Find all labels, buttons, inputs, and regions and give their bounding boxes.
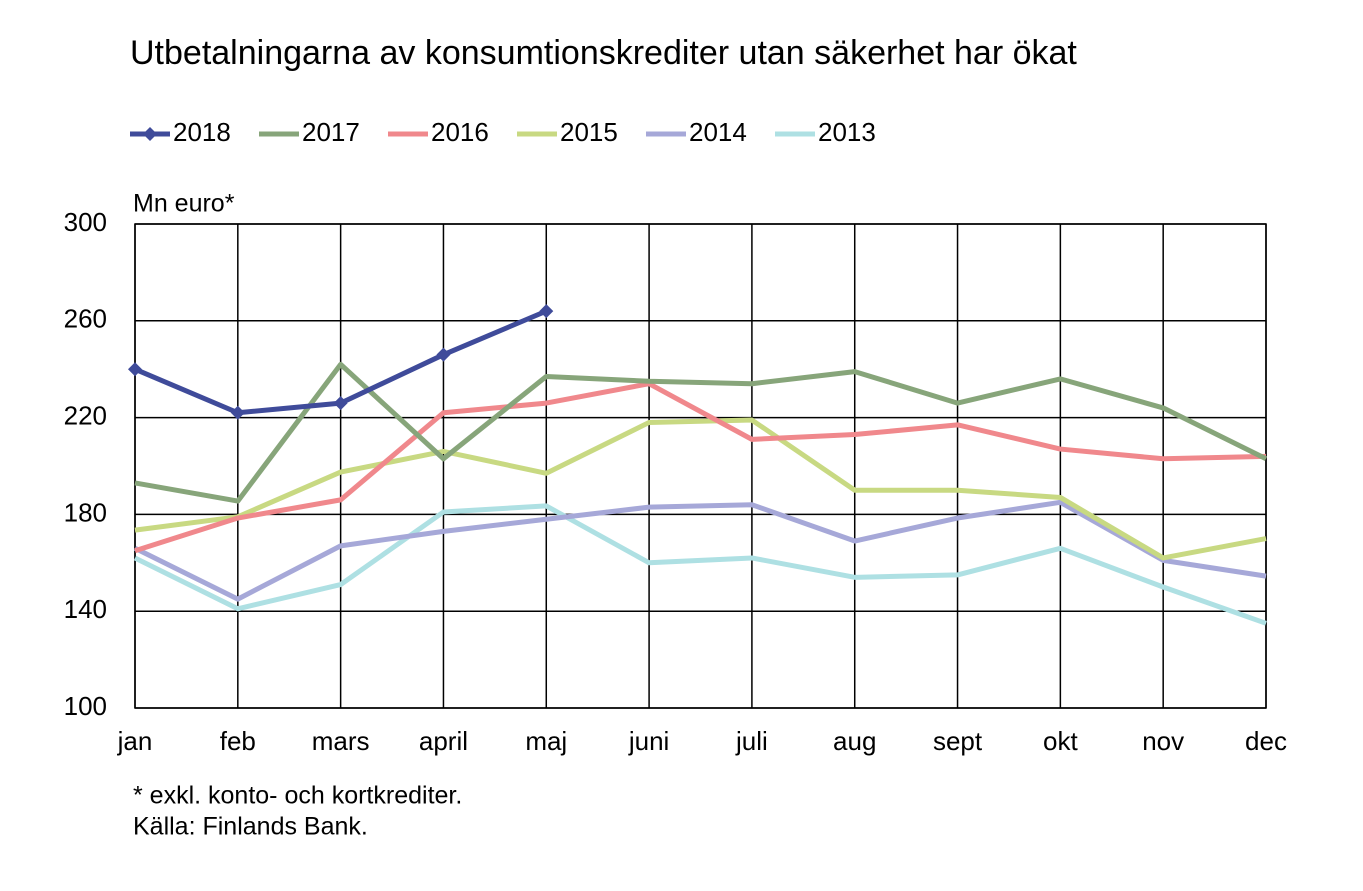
plot-frame xyxy=(134,223,1267,709)
x-tick-label: juli xyxy=(735,726,768,756)
y-tick-label: 300 xyxy=(64,207,107,237)
y-tick-label: 180 xyxy=(64,497,107,527)
source: Källa: Finlands Bank. xyxy=(133,813,368,841)
x-tick-label: feb xyxy=(220,726,256,756)
x-tick-label: mars xyxy=(312,726,370,756)
point-marker xyxy=(436,347,451,362)
x-tick-label: maj xyxy=(525,726,567,756)
legend-label: 2016 xyxy=(431,117,489,147)
y-tick-label: 100 xyxy=(64,691,107,721)
legend-label: 2015 xyxy=(560,117,618,147)
point-marker xyxy=(333,396,348,411)
series-line xyxy=(134,361,1268,504)
legend-marker xyxy=(143,127,157,141)
chart-title: Utbetalningarna av konsumtionskrediter u… xyxy=(130,34,1077,72)
x-tick-label: nov xyxy=(1142,726,1184,756)
series-line xyxy=(134,417,1267,561)
series-line xyxy=(133,499,1267,602)
series-line xyxy=(133,503,1267,626)
legend-label: 2014 xyxy=(689,117,747,147)
x-tick-label: dec xyxy=(1245,726,1287,756)
y-tick-label: 260 xyxy=(64,304,107,334)
point-marker xyxy=(230,405,245,420)
y-axis-label: Mn euro* xyxy=(133,190,235,218)
x-tick-label: jan xyxy=(117,726,153,756)
legend-label: 2018 xyxy=(173,117,231,147)
legend-label: 2013 xyxy=(818,117,876,147)
footnote: * exkl. konto- och kortkrediter. xyxy=(133,782,462,810)
x-tick-label: sept xyxy=(933,726,983,756)
y-tick-label: 140 xyxy=(64,594,107,624)
point-marker xyxy=(539,304,554,319)
legend-label: 2017 xyxy=(302,117,360,147)
series-line xyxy=(134,381,1267,554)
x-tick-label: april xyxy=(419,726,468,756)
x-tick-label: okt xyxy=(1043,726,1078,756)
y-tick-label: 220 xyxy=(64,400,107,430)
x-tick-label: juni xyxy=(628,726,669,756)
point-marker xyxy=(128,362,142,377)
x-tick-label: aug xyxy=(833,726,876,756)
